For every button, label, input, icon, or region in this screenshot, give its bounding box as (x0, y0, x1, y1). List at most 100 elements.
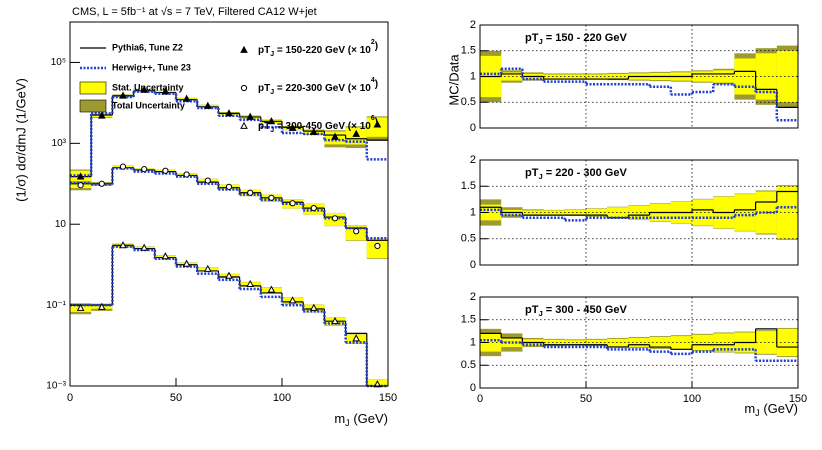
data-point (119, 91, 127, 99)
data-point (373, 380, 382, 388)
legend-label-part: ) (375, 79, 378, 90)
x-axis-label-part: (GeV) (350, 411, 388, 426)
data-point (119, 163, 127, 170)
data-point (267, 285, 276, 293)
y-tick-label: 10⁵ (51, 57, 66, 68)
legend-swatch (79, 81, 107, 95)
stat-band (543, 210, 565, 215)
stat-band (776, 50, 798, 103)
data-point (141, 166, 148, 173)
panel-label-part: = 150 - 220 GeV (543, 32, 628, 44)
legend-label-part: J (270, 127, 274, 134)
panel-label-part: = 300 - 450 GeV (543, 304, 628, 316)
y-tick-label: 1.5 (461, 45, 476, 57)
stat-band (607, 73, 629, 80)
stat-band (501, 72, 523, 81)
y-tick-label: 10⁻¹ (46, 300, 66, 311)
y-tick-label: 0.5 (461, 96, 476, 108)
data-point (309, 303, 318, 311)
data-point (225, 183, 233, 190)
x-axis-label-part: m (334, 411, 345, 426)
data-point (76, 172, 85, 180)
x-axis-label-part: m (744, 401, 755, 416)
stat-band (564, 209, 586, 216)
x-tick-label: 0 (477, 393, 483, 405)
panel-label-part: = 220 - 300 GeV (543, 167, 628, 179)
legend-label-part: J (270, 89, 274, 96)
legend-label-part: pT (258, 45, 270, 56)
data-point (246, 112, 255, 120)
data-point (77, 182, 84, 189)
legend-label: Total Uncertainty (112, 100, 185, 110)
legend-label: Stat. Uncertainty (112, 82, 184, 92)
data-point (352, 334, 361, 342)
data-point (267, 117, 276, 125)
legend-label-part: = 300-450 GeV (× 10 (274, 121, 371, 132)
stat-band (543, 74, 565, 79)
data-point (97, 111, 106, 119)
panel-label: pTJ = 300 - 450 GeV (525, 304, 627, 318)
x-axis-label: mJ (GeV) (334, 411, 388, 428)
legend-label: pTJ = 300-450 GeV (× 106) (258, 115, 378, 134)
legend-label: Pythia6, Tune Z2 (112, 42, 183, 52)
data-point (373, 120, 382, 128)
data-point (182, 94, 191, 102)
x-tick-label: 50 (580, 393, 592, 405)
y-axis-label: (1/σ) dσ/dmJ (1/GeV) (13, 78, 28, 202)
panel-label-part: pT (525, 167, 539, 179)
data-point (119, 241, 127, 249)
x-axis-label: mJ (GeV) (744, 401, 798, 418)
data-point (161, 87, 170, 95)
y-tick-label: 10³ (52, 138, 67, 149)
data-point (162, 167, 169, 174)
stat-band (607, 207, 629, 218)
legend-label-part: 6 (371, 115, 375, 122)
y-tick-label: 0.5 (461, 359, 476, 371)
data-point (203, 264, 212, 272)
y-tick-label: 1 (470, 70, 476, 82)
stat-band (564, 74, 586, 79)
data-point (203, 101, 212, 109)
x-tick-label: 150 (379, 392, 397, 404)
y-tick-label: 1.5 (461, 314, 476, 326)
data-point (331, 132, 339, 140)
x-tick-label: 100 (273, 392, 291, 404)
data-point (331, 316, 339, 325)
y-tick-label: 1.5 (461, 180, 476, 192)
legend-label: Herwig++, Tune 23 (112, 62, 191, 72)
stat-band (755, 331, 777, 354)
stat-band (692, 199, 714, 226)
data-point (352, 129, 361, 137)
legend-label-part: pT (258, 83, 270, 94)
ratio-y-label: MC/Data (446, 54, 461, 106)
data-point (225, 271, 233, 279)
data-point (374, 242, 381, 250)
stat-band (480, 204, 502, 221)
data-point (240, 84, 248, 92)
legend-label-part: pT (258, 121, 270, 132)
stat-band (692, 71, 714, 82)
data-point (98, 180, 105, 187)
legend-label-part: = 150-220 GeV (× 10 (274, 45, 371, 56)
x-tick-label: 100 (683, 393, 701, 405)
x-axis-label-part: J (345, 418, 350, 428)
panel-label: pTJ = 220 - 300 GeV (525, 167, 627, 181)
stat-band (543, 339, 565, 346)
data-point (353, 228, 360, 235)
stat-band (776, 328, 798, 357)
stat-band (776, 186, 798, 239)
panel-label-part: pT (525, 32, 539, 44)
stat-band (480, 333, 502, 352)
data-point (183, 171, 190, 178)
plot-frame (69, 21, 389, 387)
legend-label-part: 4 (371, 77, 375, 84)
legend-label: pTJ = 220-300 GeV (× 104) (258, 77, 378, 96)
chart-title: CMS, L = 5fb⁻¹ at √s = 7 TeV, Filtered C… (72, 6, 317, 18)
data-point (140, 85, 149, 93)
stat-band (564, 340, 586, 345)
data-point (331, 215, 339, 222)
y-tick-label: 1 (470, 336, 476, 348)
y-tick-label: 0 (470, 382, 476, 394)
data-point (140, 243, 149, 251)
panel-label-part: J (538, 172, 542, 181)
